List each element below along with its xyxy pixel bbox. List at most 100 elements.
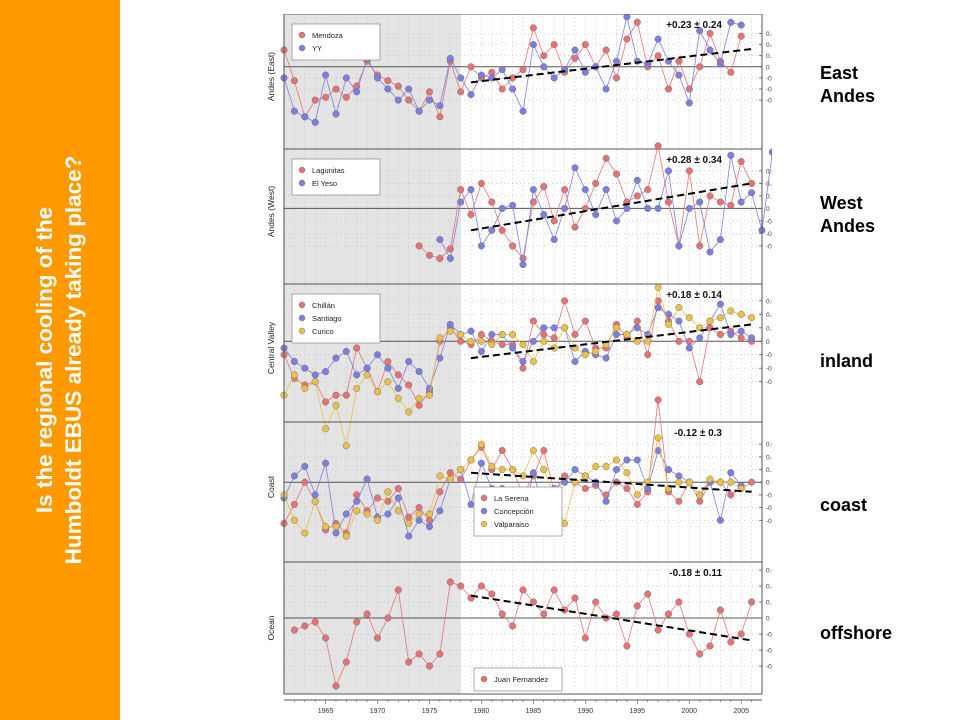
data-point <box>727 491 735 499</box>
data-point <box>633 18 641 26</box>
data-point <box>509 331 517 339</box>
data-point <box>477 242 485 250</box>
data-point <box>613 74 621 82</box>
data-point <box>571 594 579 602</box>
data-point <box>529 598 537 606</box>
legend-label: Curico <box>312 327 334 336</box>
side-banner: Is the regional cooling of the Humboldt … <box>0 0 120 720</box>
data-point <box>509 622 517 630</box>
data-point <box>737 310 745 318</box>
data-point <box>633 317 641 325</box>
legend-label: Lagunitas <box>312 166 345 175</box>
data-point <box>613 610 621 618</box>
data-point <box>477 337 485 345</box>
data-point <box>602 85 610 93</box>
legend-label: El Yeso <box>312 179 337 188</box>
data-point <box>540 211 548 219</box>
data-point <box>685 478 693 486</box>
data-point <box>405 513 413 521</box>
y-tick-label: -0.6 <box>766 98 772 105</box>
data-point <box>571 331 579 339</box>
legend-marker <box>480 520 488 528</box>
legend-marker <box>480 675 488 683</box>
data-point <box>342 532 350 540</box>
label-west-andes-line-2: Andes <box>820 216 876 237</box>
data-point <box>696 491 704 499</box>
data-point <box>529 447 537 455</box>
data-point <box>301 113 309 121</box>
y-tick-label: -0.6 <box>766 664 772 671</box>
data-point <box>436 650 444 658</box>
legend-label: Mendoza <box>312 31 344 40</box>
data-point <box>322 634 330 642</box>
data-point <box>706 642 714 650</box>
data-point <box>613 466 621 474</box>
data-point <box>571 164 579 172</box>
y-tick-label: 0.6 <box>766 568 772 575</box>
panel-0: 0.6 0.4 0.2 0 -0.2 -0.4 -0.6 Andes (East) +0.23 … <box>266 14 772 126</box>
data-point <box>342 391 350 399</box>
data-point <box>581 634 589 642</box>
y-tick-label: 0.4 <box>766 454 772 461</box>
data-point <box>623 14 631 21</box>
data-point <box>457 198 465 206</box>
data-point <box>488 341 496 349</box>
data-point <box>519 364 527 372</box>
data-point <box>467 337 475 345</box>
data-point <box>519 107 527 115</box>
x-tick-label: 2005 <box>733 708 749 715</box>
data-point <box>737 327 745 335</box>
series-line <box>283 287 752 446</box>
data-point <box>405 658 413 666</box>
data-point <box>405 96 413 104</box>
data-point <box>737 334 745 342</box>
label-coast: coast <box>820 495 868 515</box>
data-point <box>654 396 662 404</box>
trend-label: +0.18 ± 0.14 <box>666 290 722 301</box>
data-point <box>633 602 641 610</box>
label-west-andes-line-1: West <box>820 193 863 213</box>
data-point <box>571 46 579 54</box>
data-point <box>415 516 423 524</box>
data-point <box>311 371 319 379</box>
y-tick-label: 0 <box>766 480 770 487</box>
data-point <box>332 354 340 362</box>
data-point <box>613 456 621 464</box>
data-point <box>540 610 548 618</box>
data-point <box>529 317 537 325</box>
y-tick-label: 0.6 <box>766 31 772 38</box>
data-point <box>332 401 340 409</box>
data-point <box>768 148 772 156</box>
data-point <box>477 331 485 339</box>
data-point <box>696 650 704 658</box>
data-point <box>716 478 724 486</box>
slide-title-line-1: Is the regional cooling of the <box>32 206 58 514</box>
data-point <box>529 41 537 49</box>
data-point <box>706 317 714 325</box>
data-point <box>550 217 558 225</box>
legend-box <box>291 158 381 196</box>
data-point <box>550 41 558 49</box>
y-tick-label: 0.2 <box>766 325 772 332</box>
data-point <box>581 485 589 493</box>
data-point <box>716 198 724 206</box>
data-point <box>675 598 683 606</box>
data-point <box>467 186 475 194</box>
data-point <box>342 74 350 82</box>
data-point <box>425 88 433 96</box>
data-point <box>571 466 579 474</box>
data-point <box>488 198 496 206</box>
data-point <box>322 71 330 79</box>
data-point <box>384 358 392 366</box>
data-point <box>727 201 735 209</box>
data-point <box>311 118 319 126</box>
data-point <box>425 391 433 399</box>
panel-axis-label: Coast <box>266 475 276 498</box>
panel-axis-label: Andes (West) <box>266 186 276 238</box>
data-point <box>644 337 652 345</box>
data-point <box>581 317 589 325</box>
data-point <box>384 378 392 386</box>
data-point <box>737 157 745 165</box>
legend-marker <box>298 327 306 335</box>
y-tick-label: 0 <box>766 206 770 213</box>
